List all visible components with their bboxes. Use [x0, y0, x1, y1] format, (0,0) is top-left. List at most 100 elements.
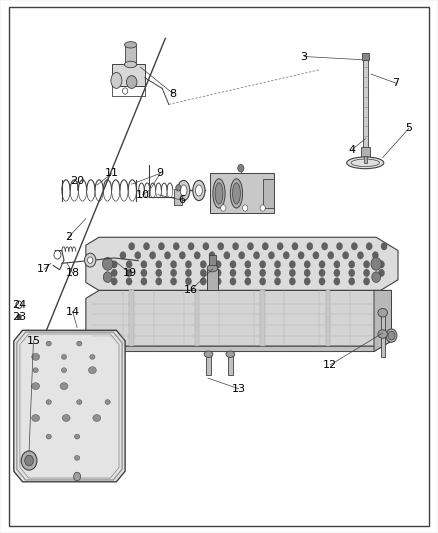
Ellipse shape — [46, 400, 51, 405]
Circle shape — [85, 253, 96, 267]
Bar — [207, 269, 218, 290]
Ellipse shape — [33, 368, 38, 373]
Ellipse shape — [77, 400, 82, 405]
Circle shape — [155, 278, 162, 285]
Circle shape — [176, 184, 181, 191]
Ellipse shape — [204, 351, 213, 358]
Ellipse shape — [378, 330, 388, 338]
Circle shape — [111, 269, 117, 277]
Circle shape — [349, 278, 355, 285]
Circle shape — [245, 269, 251, 277]
Circle shape — [141, 269, 147, 277]
Circle shape — [54, 251, 61, 259]
Circle shape — [170, 278, 177, 285]
Circle shape — [221, 205, 226, 211]
Circle shape — [218, 243, 224, 250]
Text: 9: 9 — [156, 168, 164, 179]
Circle shape — [307, 243, 313, 250]
Circle shape — [185, 261, 191, 268]
Circle shape — [179, 252, 185, 259]
Circle shape — [275, 261, 281, 268]
Bar — [125, 46, 136, 64]
Bar — [209, 255, 216, 265]
Ellipse shape — [88, 367, 96, 374]
Ellipse shape — [32, 353, 39, 360]
Circle shape — [336, 243, 343, 250]
Circle shape — [141, 261, 147, 268]
Circle shape — [230, 269, 236, 277]
Ellipse shape — [388, 332, 395, 340]
Text: 6: 6 — [178, 195, 185, 205]
Bar — [206, 354, 211, 375]
Text: 11: 11 — [105, 168, 119, 179]
Circle shape — [150, 252, 155, 259]
Circle shape — [185, 269, 191, 277]
Ellipse shape — [32, 383, 39, 390]
Circle shape — [245, 278, 251, 285]
Text: 16: 16 — [184, 286, 198, 295]
Circle shape — [292, 243, 298, 250]
Ellipse shape — [46, 341, 51, 346]
Circle shape — [351, 243, 357, 250]
Ellipse shape — [124, 42, 137, 48]
Circle shape — [102, 257, 113, 270]
Circle shape — [372, 252, 378, 259]
Circle shape — [173, 243, 179, 250]
Circle shape — [224, 252, 230, 259]
Circle shape — [349, 269, 355, 277]
Text: 5: 5 — [406, 123, 413, 133]
Circle shape — [155, 269, 162, 277]
Circle shape — [123, 88, 128, 94]
Circle shape — [381, 243, 387, 250]
Circle shape — [233, 243, 239, 250]
Circle shape — [185, 278, 191, 285]
Circle shape — [349, 261, 355, 268]
Circle shape — [21, 451, 37, 470]
Circle shape — [378, 261, 385, 268]
Circle shape — [254, 252, 260, 259]
Ellipse shape — [90, 354, 95, 359]
Circle shape — [230, 278, 236, 285]
Circle shape — [25, 455, 33, 466]
Circle shape — [126, 261, 132, 268]
Circle shape — [260, 269, 266, 277]
Ellipse shape — [74, 456, 80, 461]
Circle shape — [289, 278, 295, 285]
Polygon shape — [14, 330, 125, 482]
Circle shape — [243, 205, 248, 211]
Circle shape — [215, 278, 221, 285]
Circle shape — [319, 261, 325, 268]
Polygon shape — [86, 290, 392, 346]
Text: 8: 8 — [170, 88, 177, 99]
Circle shape — [260, 261, 266, 268]
Bar — [112, 64, 145, 86]
Circle shape — [238, 165, 244, 172]
Bar — [381, 314, 385, 336]
Text: 18: 18 — [66, 268, 80, 278]
Circle shape — [304, 269, 310, 277]
Circle shape — [247, 243, 254, 250]
Circle shape — [334, 261, 340, 268]
Bar — [381, 336, 385, 357]
Bar — [363, 60, 368, 152]
Circle shape — [260, 205, 265, 211]
Circle shape — [275, 278, 281, 285]
Circle shape — [319, 269, 325, 277]
Ellipse shape — [74, 434, 80, 439]
Ellipse shape — [177, 180, 190, 200]
Text: 12: 12 — [323, 360, 337, 370]
Circle shape — [334, 278, 340, 285]
Circle shape — [289, 261, 295, 268]
Circle shape — [164, 252, 170, 259]
Text: 23: 23 — [12, 312, 26, 322]
Circle shape — [298, 252, 304, 259]
Circle shape — [144, 243, 150, 250]
Ellipse shape — [77, 341, 82, 346]
Circle shape — [141, 278, 147, 285]
Circle shape — [74, 472, 81, 481]
Ellipse shape — [111, 72, 122, 88]
Circle shape — [126, 269, 132, 277]
Circle shape — [371, 257, 381, 270]
Ellipse shape — [180, 185, 187, 196]
Circle shape — [200, 261, 206, 268]
